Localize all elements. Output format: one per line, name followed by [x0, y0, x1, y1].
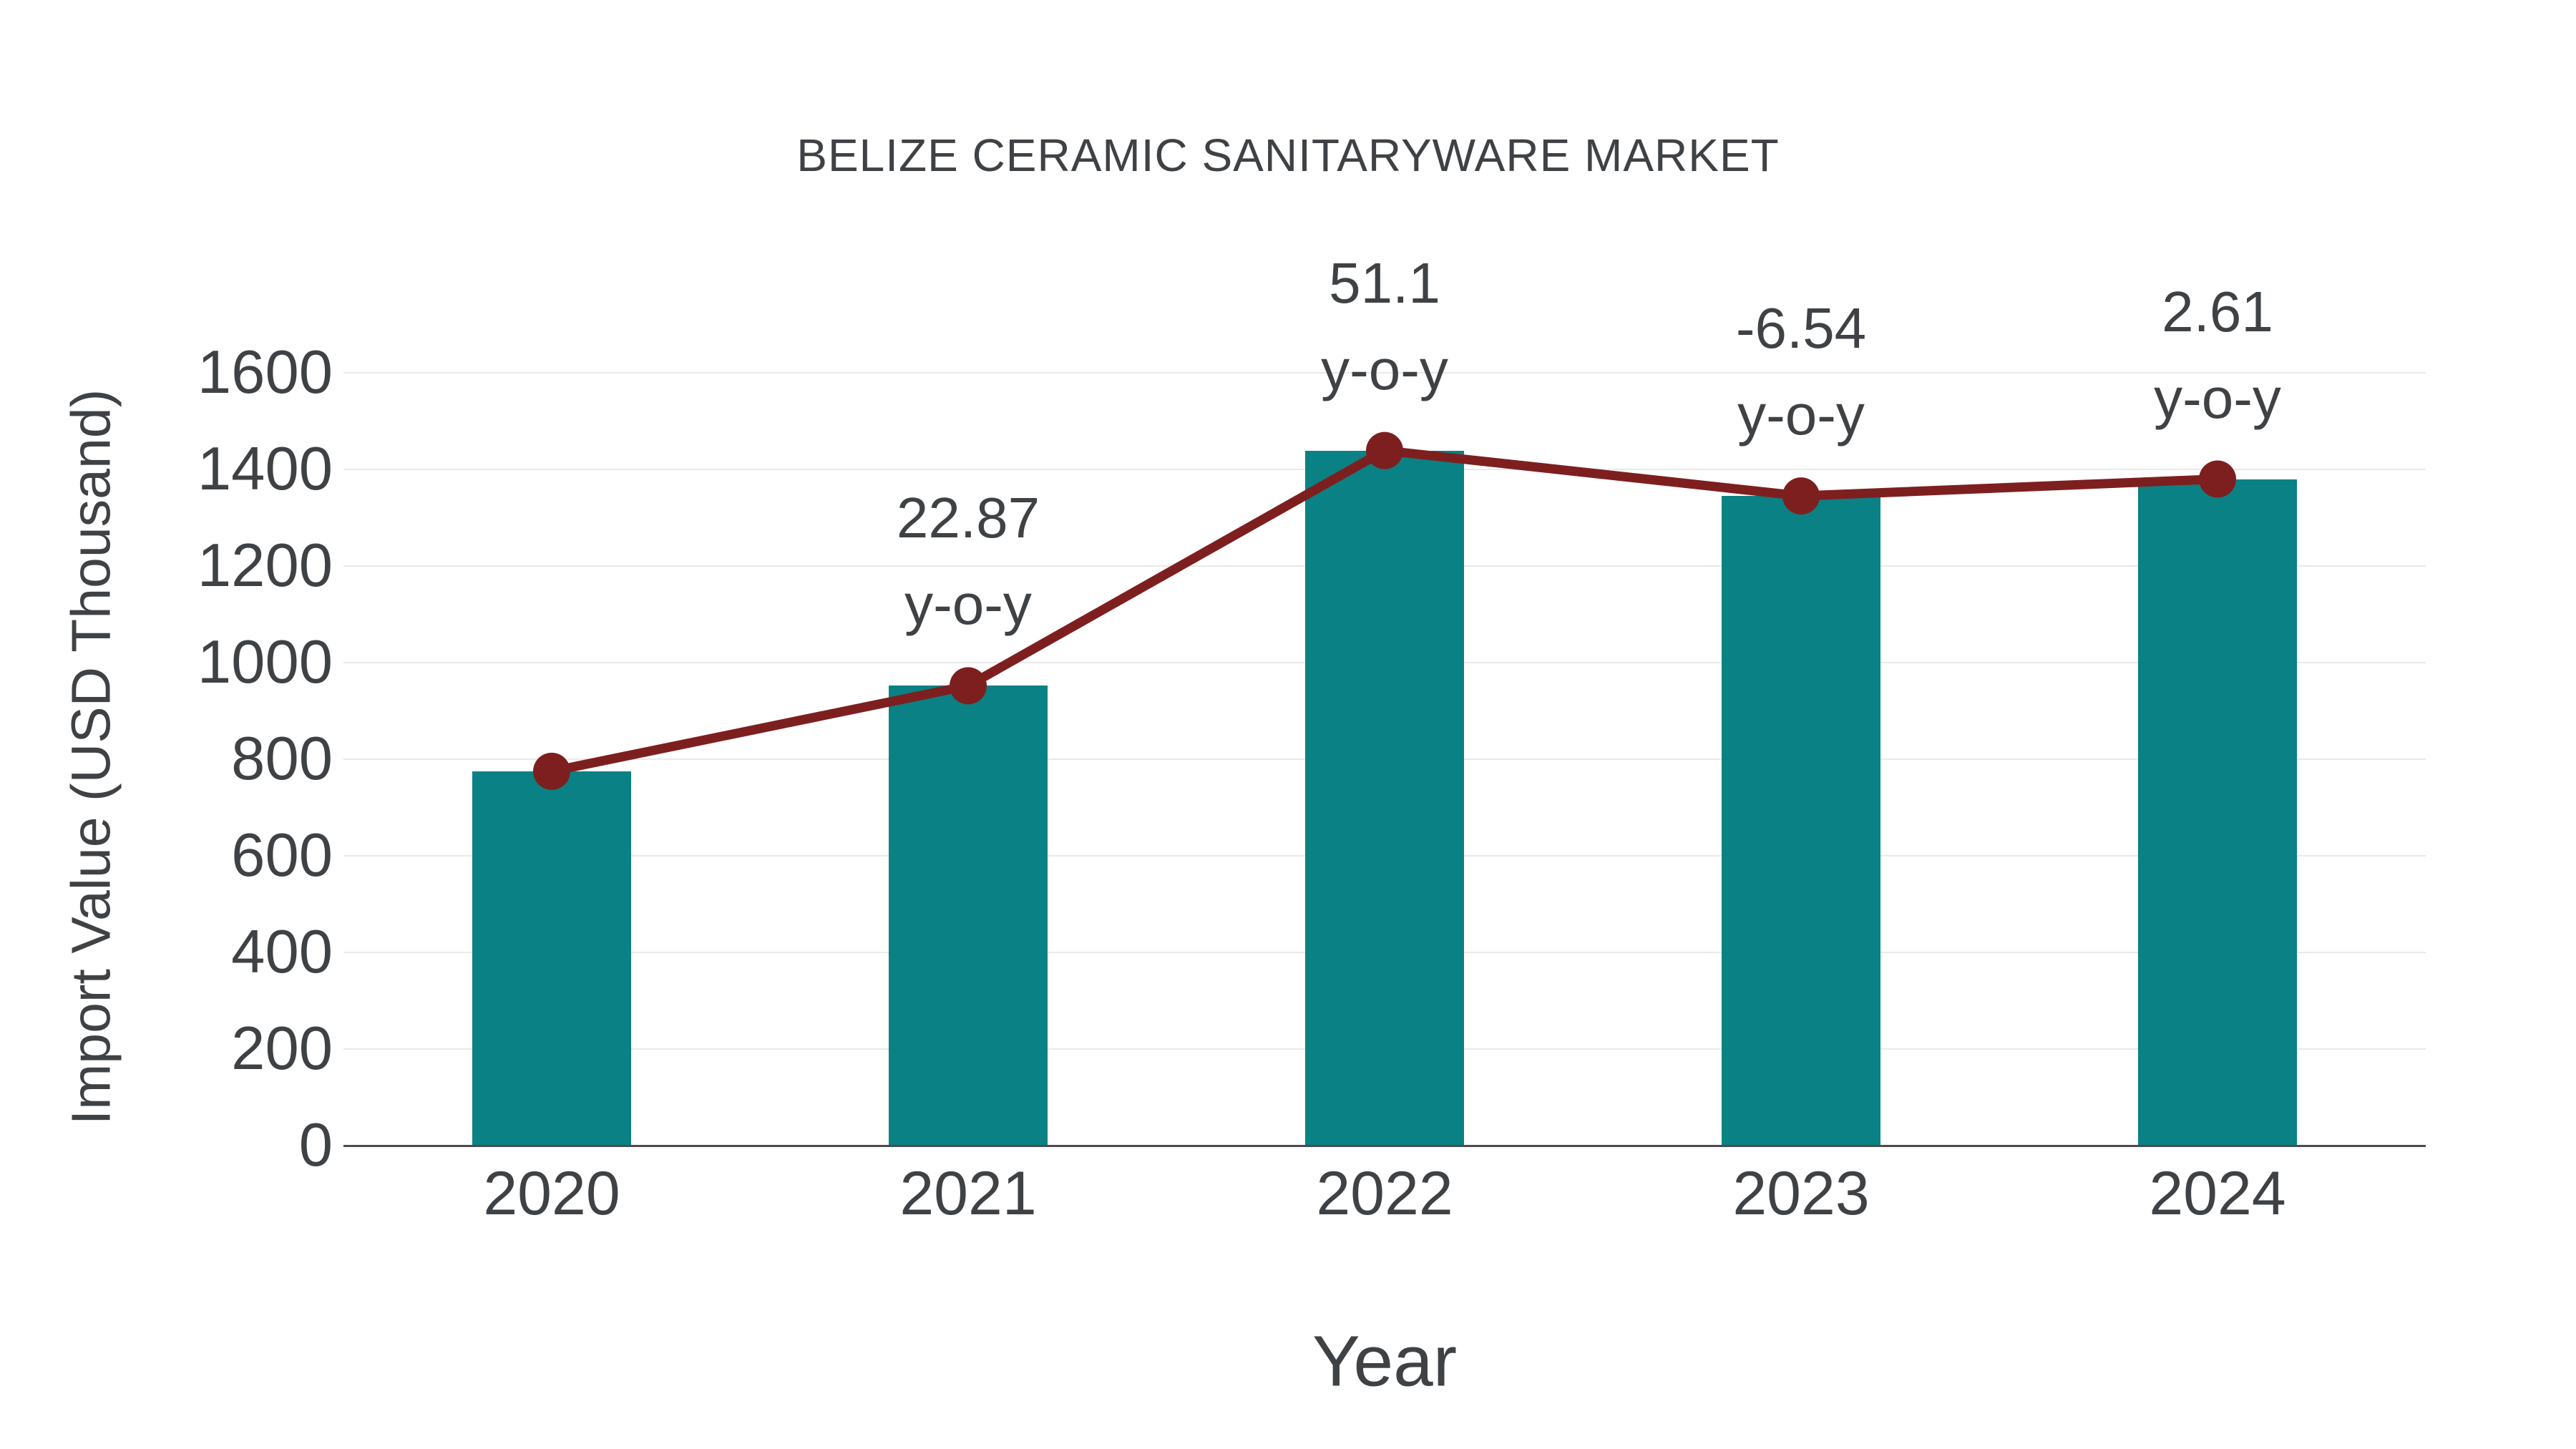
data-point-marker-2021: [950, 667, 987, 705]
y-tick-label: 400: [231, 918, 333, 986]
yoy-annotation-2023: -6.54 y-o-y: [1736, 285, 1866, 458]
yoy-value: -6.54: [1735, 296, 1867, 361]
y-tick-label: 1000: [197, 628, 333, 696]
x-axis-title: Year: [1312, 1321, 1458, 1402]
yoy-annotation-2024: 2.61 y-o-y: [2154, 268, 2281, 441]
y-tick-label: 800: [231, 725, 333, 793]
bar-2023: [1722, 496, 1880, 1146]
data-point-marker-2022: [1366, 431, 1403, 469]
x-tick-label: 2020: [483, 1159, 620, 1228]
x-tick-label: 2023: [1732, 1159, 1870, 1228]
data-point-marker-2020: [533, 752, 570, 790]
gridline: [343, 372, 2426, 374]
data-point-marker-2024: [2199, 460, 2236, 498]
chart-title: BELIZE CERAMIC SANITARYWARE MARKET: [796, 130, 1780, 181]
yoy-suffix: y-o-y: [2154, 366, 2281, 430]
x-tick-label: 2024: [2149, 1159, 2286, 1228]
yoy-value: 2.61: [2162, 279, 2273, 343]
y-tick-label: 1400: [197, 435, 333, 503]
yoy-suffix: y-o-y: [1737, 383, 1865, 447]
y-tick-label: 0: [298, 1111, 333, 1179]
yoy-annotation-2021: 22.87 y-o-y: [897, 474, 1040, 648]
y-tick-label: 1600: [197, 338, 333, 406]
trend-line: [550, 445, 2218, 776]
y-tick-label: 1200: [197, 532, 333, 600]
bar-2024: [2138, 479, 2297, 1146]
y-tick-label: 600: [231, 821, 333, 889]
yoy-annotation-2022: 51.1 y-o-y: [1321, 240, 1448, 413]
data-point-marker-2023: [1782, 477, 1820, 515]
yoy-suffix: y-o-y: [1321, 337, 1448, 401]
x-tick-label: 2022: [1316, 1159, 1453, 1228]
bar-2020: [472, 771, 631, 1146]
bar-2022: [1305, 450, 1464, 1146]
x-axis-line: [343, 1145, 2426, 1147]
yoy-value: 51.1: [1329, 250, 1440, 315]
yoy-suffix: y-o-y: [904, 572, 1032, 637]
x-tick-label: 2021: [899, 1159, 1037, 1228]
yoy-value: 22.87: [896, 486, 1040, 550]
bar-2021: [889, 686, 1048, 1146]
y-tick-label: 200: [231, 1015, 333, 1083]
